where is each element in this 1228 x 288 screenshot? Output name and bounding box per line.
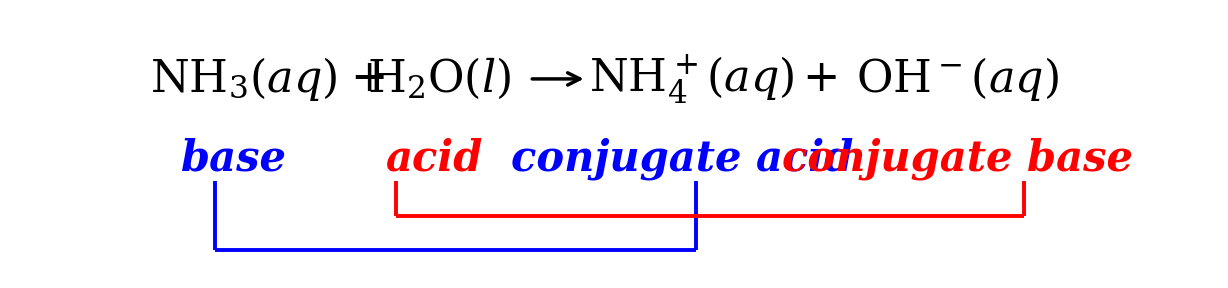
Text: conjugate acid: conjugate acid <box>511 137 853 180</box>
Text: conjugate base: conjugate base <box>782 137 1133 180</box>
Text: $\mathregular{OH^-}$$\mathit{(aq)}$: $\mathregular{OH^-}$$\mathit{(aq)}$ <box>856 55 1059 103</box>
Text: acid: acid <box>386 138 483 180</box>
Text: $+$: $+$ <box>350 57 384 101</box>
Text: $+$: $+$ <box>802 57 837 101</box>
Text: base: base <box>182 138 287 180</box>
Text: $\mathregular{NH_4^+}$$\mathit{(aq)}$: $\mathregular{NH_4^+}$$\mathit{(aq)}$ <box>588 52 793 106</box>
Text: $\mathregular{H_2O}$$\mathit{(l)}$: $\mathregular{H_2O}$$\mathit{(l)}$ <box>367 56 511 101</box>
Text: $\mathregular{NH_3}$$\mathit{(aq)}$: $\mathregular{NH_3}$$\mathit{(aq)}$ <box>150 55 338 103</box>
